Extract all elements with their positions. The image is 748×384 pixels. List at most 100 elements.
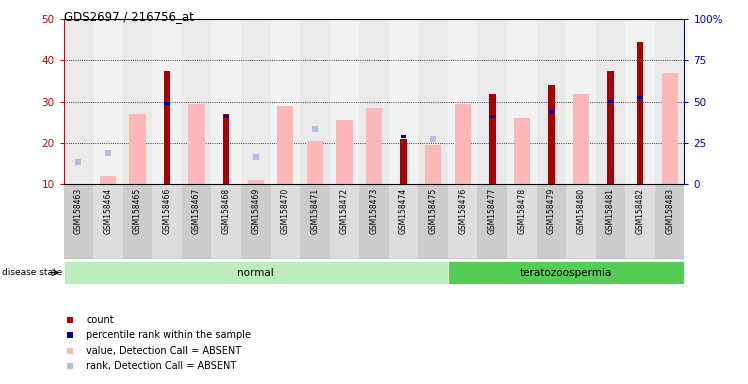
Bar [366,108,382,184]
Bar [637,42,643,184]
Bar [129,114,146,184]
Bar [401,135,406,139]
Text: GSM158468: GSM158468 [221,188,230,234]
Text: GSM158466: GSM158466 [162,188,171,234]
Text: GSM158478: GSM158478 [518,188,527,234]
Text: GSM158469: GSM158469 [251,188,260,234]
Bar [625,184,654,259]
Bar [300,19,330,184]
Bar [566,184,595,259]
Text: GSM158464: GSM158464 [103,188,112,234]
Bar [536,184,566,259]
Text: disease state: disease state [2,268,63,277]
Bar [507,19,536,184]
Text: GSM158465: GSM158465 [133,188,142,234]
Bar [94,19,123,184]
Bar [661,73,678,184]
Bar [566,19,595,184]
Text: GSM158480: GSM158480 [577,188,586,234]
Text: GSM158476: GSM158476 [459,188,468,234]
Bar [418,184,448,259]
Bar [400,139,407,184]
Text: GSM158481: GSM158481 [606,188,615,234]
Bar [595,184,625,259]
Text: GDS2697 / 216756_at: GDS2697 / 216756_at [64,10,194,23]
Bar [654,19,684,184]
Bar [182,184,212,259]
Bar [64,19,94,184]
Bar [241,184,271,259]
Bar [123,184,153,259]
Text: rank, Detection Call = ABSENT: rank, Detection Call = ABSENT [86,361,236,371]
Text: GSM158472: GSM158472 [340,188,349,234]
Bar [271,184,300,259]
Bar [212,19,241,184]
Bar [448,184,477,259]
Bar [153,184,182,259]
Bar [455,104,470,184]
Bar [153,19,182,184]
Bar [425,145,441,184]
Bar [359,19,389,184]
Bar [165,102,170,106]
Bar [389,19,418,184]
Text: normal: normal [237,268,274,278]
Text: GSM158467: GSM158467 [192,188,201,234]
Bar [549,111,554,114]
Bar [489,93,495,184]
Bar [241,19,271,184]
Bar [608,100,613,103]
Bar [300,184,330,259]
Bar [389,184,418,259]
Bar [307,141,323,184]
Bar [595,19,625,184]
Text: GSM158482: GSM158482 [636,188,645,234]
Bar [330,19,359,184]
Text: teratozoospermia: teratozoospermia [520,268,613,278]
Bar [490,114,495,118]
Bar [448,19,477,184]
Bar [248,180,264,184]
FancyBboxPatch shape [64,261,448,284]
Bar [212,184,241,259]
Bar [278,106,293,184]
Bar [418,19,448,184]
Bar [224,114,229,118]
Bar [271,19,300,184]
Text: GSM158475: GSM158475 [429,188,438,234]
Text: GSM158477: GSM158477 [488,188,497,234]
Bar [477,19,507,184]
Bar [164,71,171,184]
Bar [507,184,536,259]
Text: GSM158471: GSM158471 [310,188,319,234]
Bar [182,19,212,184]
Bar [64,184,94,259]
Text: GSM158483: GSM158483 [665,188,674,234]
Text: count: count [86,314,114,325]
Bar [514,118,530,184]
Bar [637,96,643,99]
Text: GSM158473: GSM158473 [370,188,378,234]
Bar [477,184,507,259]
Bar [359,184,389,259]
Bar [548,85,554,184]
Bar [654,184,684,259]
FancyBboxPatch shape [448,261,684,284]
Text: GSM158479: GSM158479 [547,188,556,234]
Bar [625,19,654,184]
Bar [536,19,566,184]
Text: percentile rank within the sample: percentile rank within the sample [86,330,251,340]
Bar [188,104,205,184]
Text: GSM158463: GSM158463 [74,188,83,234]
Bar [123,19,153,184]
Text: GSM158474: GSM158474 [399,188,408,234]
Bar [573,93,589,184]
Bar [607,71,614,184]
Bar [94,184,123,259]
Text: GSM158470: GSM158470 [280,188,289,234]
Bar [223,114,230,184]
Text: value, Detection Call = ABSENT: value, Detection Call = ABSENT [86,346,241,356]
Bar [330,184,359,259]
Bar [99,176,116,184]
Bar [337,120,352,184]
